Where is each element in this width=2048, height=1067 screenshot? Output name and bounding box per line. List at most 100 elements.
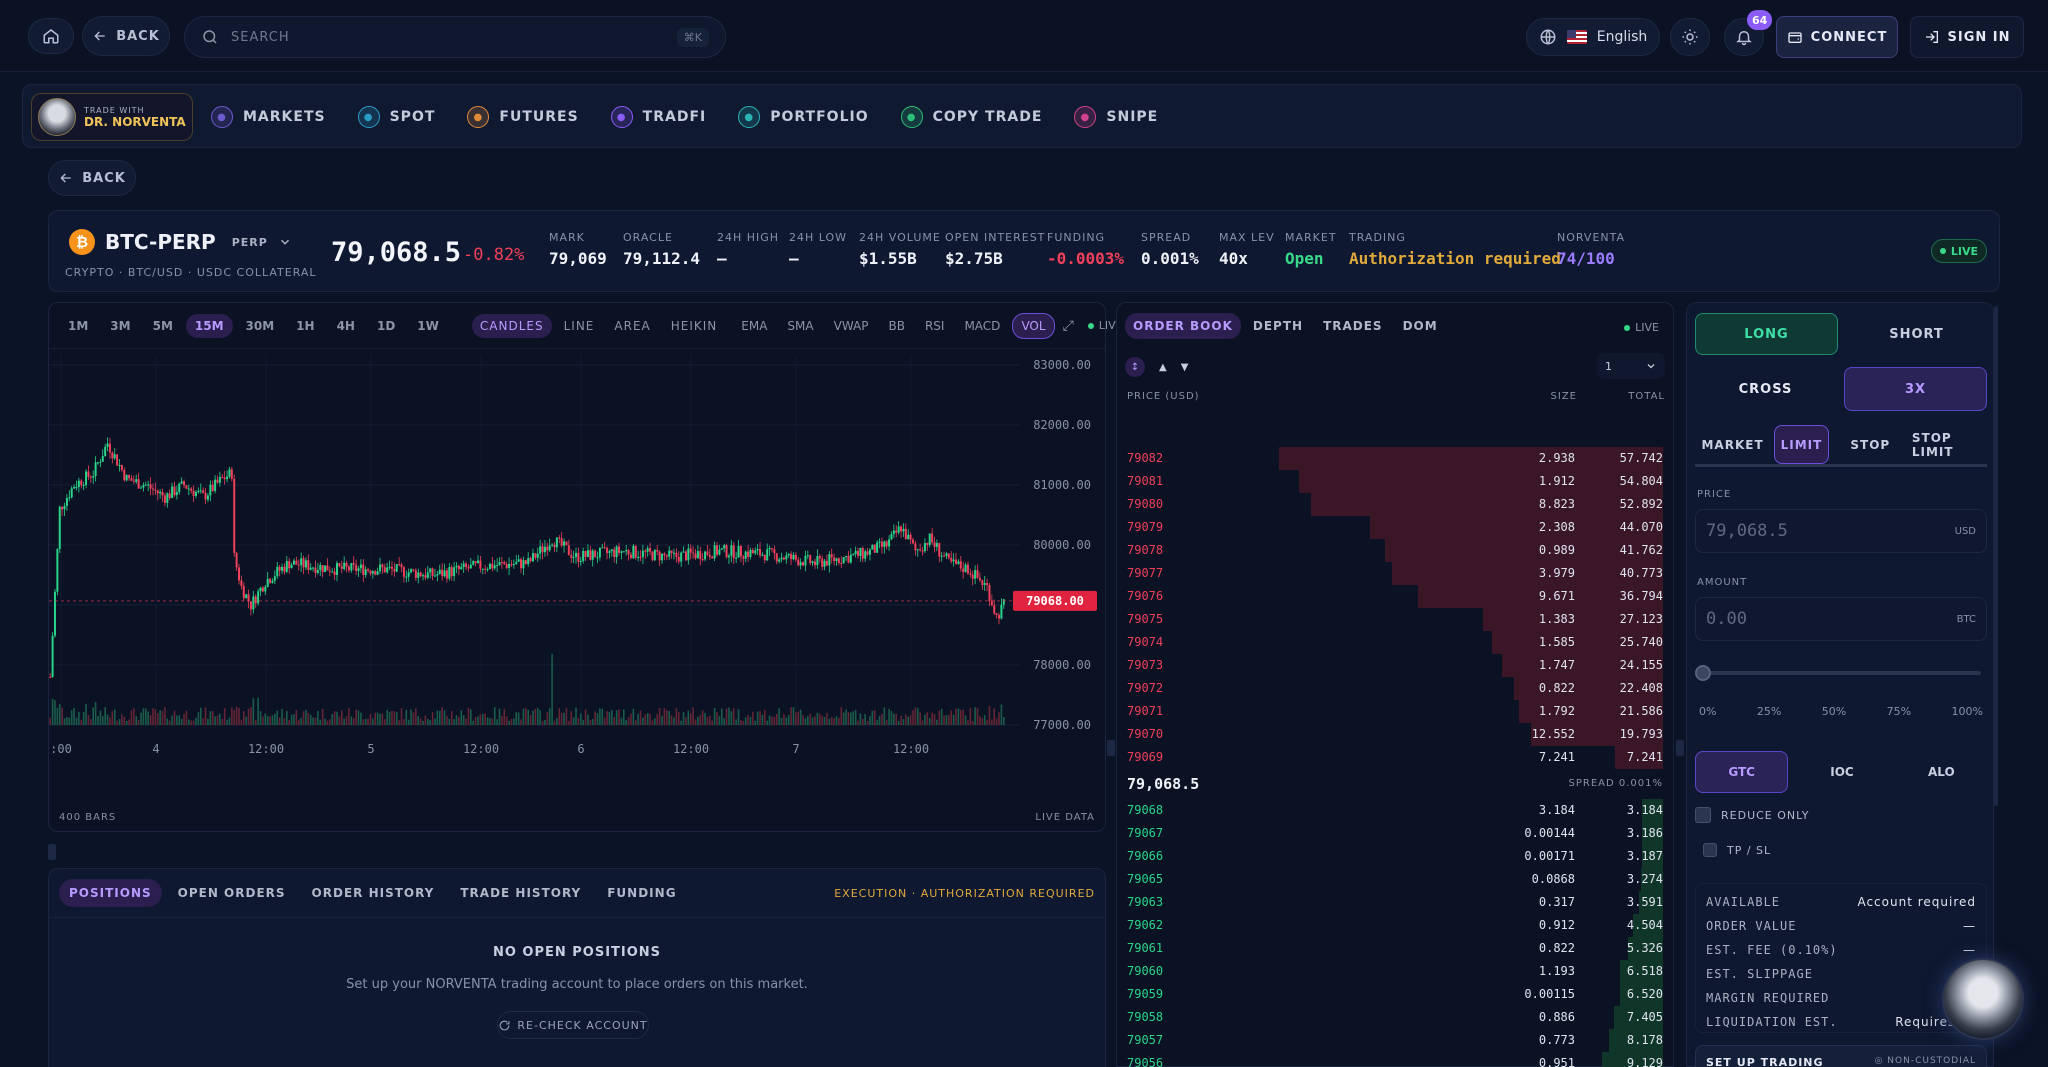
bid-row[interactable]: 79063 0.317 3.591 xyxy=(1117,891,1673,914)
connect-button[interactable]: CONNECT xyxy=(1776,16,1898,58)
timeframe-1h[interactable]: 1H xyxy=(296,318,315,333)
view-asks-button[interactable]: ▲ xyxy=(1159,361,1167,373)
indicator-bb[interactable]: BB xyxy=(888,318,905,333)
percent-button-75[interactable]: 75% xyxy=(1886,705,1912,718)
theme-toggle[interactable] xyxy=(1670,18,1710,56)
bid-row[interactable]: 79057 0.773 8.178 xyxy=(1117,1029,1673,1052)
ask-row[interactable]: 79075 1.383 27.123 xyxy=(1117,608,1673,631)
ask-row[interactable]: 79080 8.823 52.892 xyxy=(1117,493,1673,516)
ask-row[interactable]: 79081 1.912 54.804 xyxy=(1117,470,1673,493)
symbol-selector[interactable]: ₿ BTC-PERP PERP xyxy=(69,229,292,255)
amount-field[interactable]: BTC xyxy=(1695,597,1987,641)
nav-item-spot[interactable]: ● SPOT xyxy=(357,106,436,128)
timeframe-30m[interactable]: 30M xyxy=(245,318,275,333)
bid-row[interactable]: 79065 0.0868 3.274 xyxy=(1117,868,1673,891)
search-bar[interactable]: ⌘K xyxy=(184,16,726,58)
cross-margin-button[interactable]: CROSS xyxy=(1738,381,1793,397)
panel-resize-handle[interactable] xyxy=(1676,740,1684,756)
tab-dom[interactable]: DOM xyxy=(1402,319,1438,333)
ask-row[interactable]: 79071 1.792 21.586 xyxy=(1117,700,1673,723)
view-both-button[interactable]: ↕ xyxy=(1125,357,1145,377)
order-type-stop[interactable]: STOP xyxy=(1850,437,1891,452)
bid-row[interactable]: 79068 3.184 3.184 xyxy=(1117,799,1673,822)
panel-resize-handle[interactable] xyxy=(48,844,56,860)
timeframe-1d[interactable]: 1D xyxy=(376,318,396,333)
price-field[interactable]: USD xyxy=(1695,509,1987,553)
tab-trade-history[interactable]: TRADE HISTORY xyxy=(460,886,582,900)
checkbox-box[interactable] xyxy=(1703,843,1717,857)
ask-row[interactable]: 79079 2.308 44.070 xyxy=(1117,516,1673,539)
ask-row[interactable]: 79082 2.938 57.742 xyxy=(1117,447,1673,470)
tif-ioc[interactable]: IOC xyxy=(1830,765,1854,779)
bid-row[interactable]: 79059 0.00115 6.520 xyxy=(1117,983,1673,1006)
percent-button-25[interactable]: 25% xyxy=(1756,705,1782,718)
grouping-select[interactable]: 1 xyxy=(1597,353,1665,379)
tab-trades[interactable]: TRADES xyxy=(1323,319,1383,333)
nav-item-portfolio[interactable]: ● PORTFOLIO xyxy=(738,106,868,128)
indicator-rsi[interactable]: RSI xyxy=(924,318,945,333)
bid-row[interactable]: 79058 0.886 7.405 xyxy=(1117,1006,1673,1029)
bid-row[interactable]: 79067 0.00144 3.186 xyxy=(1117,822,1673,845)
slider-handle[interactable] xyxy=(1695,665,1711,681)
set-up-trading-button[interactable]: SET UP TRADING ◎ NON-CUSTODIAL xyxy=(1695,1045,1987,1067)
bid-row[interactable]: 79062 0.912 4.504 xyxy=(1117,914,1673,937)
amount-input[interactable] xyxy=(1706,609,1957,629)
indicator-ema[interactable]: EMA xyxy=(741,318,768,333)
sign-in-button[interactable]: SIGN IN xyxy=(1910,16,2024,58)
tab-open-orders[interactable]: OPEN ORDERS xyxy=(177,886,286,900)
nav-item-snipe[interactable]: ● SNIPE xyxy=(1074,106,1158,128)
ask-row[interactable]: 79073 1.747 24.155 xyxy=(1117,654,1673,677)
chart-type-candles[interactable]: CANDLES xyxy=(471,313,552,338)
tab-depth[interactable]: DEPTH xyxy=(1252,319,1304,333)
chart-type-area[interactable]: AREA xyxy=(614,318,651,333)
candlestick-chart[interactable]: 83000.0082000.0081000.0080000.0079000.00… xyxy=(49,349,1107,779)
percent-button-100[interactable]: 100% xyxy=(1951,705,1983,718)
nav-item-tradfi[interactable]: ● TRADFI xyxy=(610,106,707,128)
reduce-only-checkbox[interactable]: REDUCE ONLY xyxy=(1695,807,1810,823)
order-type-stop-limit[interactable]: STOP LIMIT xyxy=(1911,430,1954,459)
chart-type-heikin[interactable]: HEIKIN xyxy=(670,318,718,333)
indicator-macd[interactable]: MACD xyxy=(964,318,1001,333)
bid-row[interactable]: 79061 0.822 5.326 xyxy=(1117,937,1673,960)
ask-row[interactable]: 79072 0.822 22.408 xyxy=(1117,677,1673,700)
top-back-button[interactable]: BACK xyxy=(82,16,170,56)
long-button[interactable]: LONG xyxy=(1695,313,1838,355)
ask-row[interactable]: 79076 9.671 36.794 xyxy=(1117,585,1673,608)
timeframe-4h[interactable]: 4H xyxy=(336,318,355,333)
panel-resize-handle[interactable] xyxy=(1107,740,1115,756)
expand-icon[interactable]: ⤢ xyxy=(1062,317,1074,334)
ask-row[interactable]: 79077 3.979 40.773 xyxy=(1117,562,1673,585)
order-type-market[interactable]: MARKET xyxy=(1701,437,1764,452)
tab-order-book[interactable]: ORDER BOOK xyxy=(1125,313,1241,339)
tab-positions[interactable]: POSITIONS xyxy=(59,879,162,907)
search-input[interactable] xyxy=(231,29,665,45)
timeframe-3m[interactable]: 3M xyxy=(110,318,131,333)
checkbox-box[interactable] xyxy=(1695,807,1711,823)
notifications-button[interactable] xyxy=(1724,18,1764,56)
scrollbar[interactable] xyxy=(1994,306,1998,806)
tab-funding[interactable]: FUNDING xyxy=(607,886,677,900)
order-type-limit[interactable]: LIMIT xyxy=(1774,425,1829,464)
timeframe-1w[interactable]: 1W xyxy=(417,318,439,333)
percent-button-0[interactable]: 0% xyxy=(1699,705,1717,718)
short-button[interactable]: SHORT xyxy=(1889,326,1944,342)
ask-row[interactable]: 79070 12.552 19.793 xyxy=(1117,723,1673,746)
bid-row[interactable]: 79056 0.951 9.129 xyxy=(1117,1052,1673,1067)
timeframe-1m[interactable]: 1M xyxy=(68,318,89,333)
indicator-vol[interactable]: VOL xyxy=(1012,312,1055,339)
tpsl-checkbox[interactable]: TP / SL xyxy=(1703,843,1771,857)
tif-alo[interactable]: ALO xyxy=(1927,765,1955,779)
percent-button-50[interactable]: 50% xyxy=(1821,705,1847,718)
chart-type-line[interactable]: LINE xyxy=(563,318,595,333)
language-selector[interactable]: English xyxy=(1526,18,1660,56)
nav-item-markets[interactable]: ● MARKETS xyxy=(211,106,326,128)
page-back-button[interactable]: BACK xyxy=(48,160,136,196)
nav-item-copy-trade[interactable]: ● COPY TRADE xyxy=(900,106,1043,128)
trade-with-brand-button[interactable]: TRADE WITH DR. NORVENTA xyxy=(31,93,193,141)
indicator-sma[interactable]: SMA xyxy=(787,318,814,333)
home-button[interactable] xyxy=(28,18,74,54)
recheck-account-button[interactable]: RE-CHECK ACCOUNT xyxy=(497,1011,649,1039)
indicator-vwap[interactable]: VWAP xyxy=(833,318,869,333)
view-bids-button[interactable]: ▼ xyxy=(1180,361,1189,373)
ask-row[interactable]: 79074 1.585 25.740 xyxy=(1117,631,1673,654)
